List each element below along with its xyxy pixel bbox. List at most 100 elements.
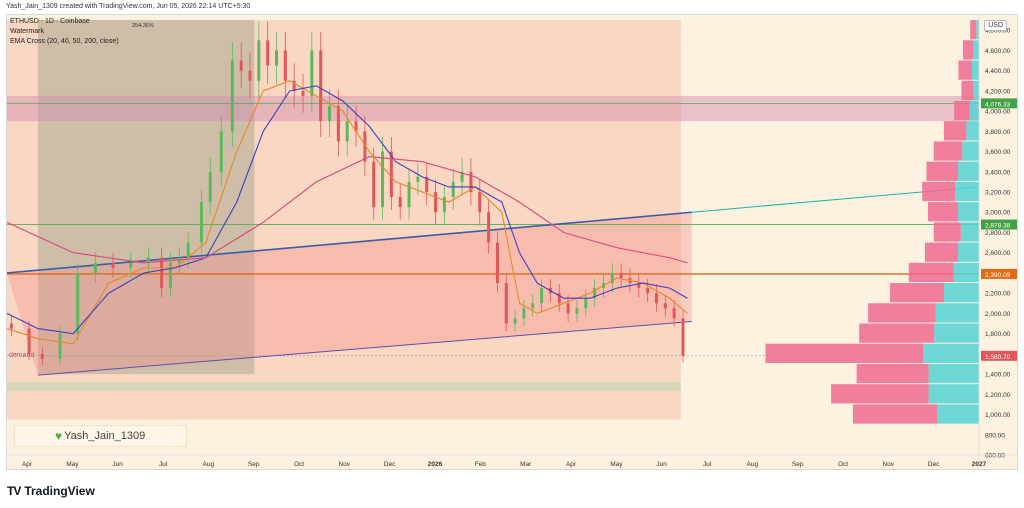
vp-pink-bar xyxy=(831,384,929,404)
candle-body xyxy=(469,171,473,193)
vp-cyan-bar xyxy=(928,384,979,404)
watermark-box: ♥ Yash_Jain_1309 xyxy=(14,425,187,447)
candle-body xyxy=(681,318,685,356)
x-tick-label: Jun xyxy=(656,461,667,468)
vp-pink-bar xyxy=(933,222,961,242)
vp-pink-bar xyxy=(943,121,967,141)
candle-body xyxy=(663,303,667,309)
candle-body xyxy=(111,262,115,268)
y-tick-label: 4,000.00 xyxy=(985,109,1011,116)
candle-body xyxy=(328,106,332,122)
candle-body xyxy=(619,272,623,278)
candle-body xyxy=(345,121,349,142)
price-tag xyxy=(981,98,1017,109)
x-tick-label: Feb xyxy=(475,461,487,468)
y-tick-label: 3,600.00 xyxy=(985,149,1011,156)
vp-cyan-bar xyxy=(944,283,979,303)
x-tick-label: Apr xyxy=(566,461,577,468)
x-tick-label: Jul xyxy=(159,461,168,468)
ema-line-ema50 xyxy=(7,85,688,335)
channel-upper-line xyxy=(7,211,692,274)
tradingview-logo[interactable]: TV TradingView xyxy=(7,484,95,498)
symbol-label[interactable]: ETHUSD · 1D · Coinbase xyxy=(10,18,90,25)
y-tick-label: 1,400.00 xyxy=(985,372,1011,379)
candle-body xyxy=(531,303,535,309)
candle-body xyxy=(646,288,650,294)
vp-pink-bar xyxy=(928,202,958,222)
y-tick-label: 600.00 xyxy=(985,453,1005,460)
candle-body xyxy=(566,303,570,314)
candle-body xyxy=(310,50,314,96)
candle-body xyxy=(416,176,420,182)
chart-frame[interactable]: 4,800.00 4,600.00 4,400.00 4,200.00 4,000.00… xyxy=(6,14,1018,470)
vp-cyan-bar xyxy=(928,363,979,384)
candle-body xyxy=(248,70,252,81)
measure-percent: 254.36% xyxy=(132,23,154,29)
candle-body xyxy=(9,323,13,329)
candle-body xyxy=(434,192,438,213)
vp-pink-bar xyxy=(933,141,963,161)
vp-pink-bar xyxy=(922,181,956,202)
price-tag xyxy=(981,268,1017,279)
vp-cyan-bar xyxy=(962,141,979,161)
vp-pink-bar xyxy=(925,242,958,262)
indicator-label[interactable]: EMA Cross (20, 40, 50, 200, close) xyxy=(10,38,119,45)
candle-body xyxy=(336,106,340,142)
candle-body xyxy=(283,50,287,81)
candle-body xyxy=(372,161,376,208)
y-tick-label: 3,400.00 xyxy=(985,169,1011,176)
vp-pink-bar xyxy=(954,100,970,121)
currency-button[interactable]: USD xyxy=(984,20,1007,31)
vp-cyan-bar xyxy=(966,121,979,141)
x-tick-label: Oct xyxy=(294,461,304,468)
vp-cyan-bar xyxy=(958,242,979,262)
candle-body xyxy=(398,197,402,208)
x-tick-label: Dec xyxy=(928,461,940,468)
candle-body xyxy=(540,288,544,304)
candle-body xyxy=(301,90,305,96)
candle-body xyxy=(407,181,411,208)
tradingview-mark-icon: TV xyxy=(7,484,21,498)
candle-body xyxy=(275,50,279,66)
price-tag-label: 2,390.09 xyxy=(985,272,1011,279)
candle-body xyxy=(495,242,499,284)
candle-body xyxy=(575,308,579,314)
x-tick-label: Oct xyxy=(838,461,848,468)
candle-body xyxy=(487,212,491,243)
y-tick-label: 3,800.00 xyxy=(985,129,1011,136)
vp-pink-bar xyxy=(765,343,923,363)
candle-body xyxy=(292,80,296,91)
candle-body xyxy=(610,272,614,284)
price-tag xyxy=(981,219,1017,230)
x-tick-label: 2026 xyxy=(428,461,443,468)
created-caption: Yash_Jain_1309 created with TradingView.… xyxy=(6,3,251,10)
candle-body xyxy=(40,353,44,359)
candle-body xyxy=(593,288,597,299)
vp-cyan-bar xyxy=(972,60,979,80)
price-tag-label: 1,580.70 xyxy=(985,354,1011,361)
x-tick-label: Dec xyxy=(384,461,396,468)
candle-body xyxy=(93,262,97,273)
vp-cyan-bar xyxy=(958,202,979,222)
y-tick-label: 4,400.00 xyxy=(985,68,1011,75)
resistance-zone xyxy=(7,95,979,122)
candle-body xyxy=(584,298,588,309)
candle-body xyxy=(451,181,455,198)
vp-pink-bar xyxy=(853,404,937,424)
candle-body xyxy=(266,40,270,66)
measure-zone xyxy=(37,20,255,375)
candle-body xyxy=(522,308,526,319)
price-tag-label: 4,076.33 xyxy=(985,101,1011,108)
y-tick-label: 3,000.00 xyxy=(985,210,1011,217)
candle-body xyxy=(425,176,429,193)
candle-body xyxy=(442,197,446,213)
x-tick-label: Sep xyxy=(248,461,260,468)
price-chart[interactable]: 4,800.00 4,600.00 4,400.00 4,200.00 4,000.00… xyxy=(7,15,1018,470)
y-tick-label: 3,200.00 xyxy=(985,190,1011,197)
watermark-legend[interactable]: Watermark xyxy=(10,28,44,35)
candle-body xyxy=(27,328,31,354)
price-tag xyxy=(981,350,1017,361)
candle-body xyxy=(319,50,323,122)
channel-lower-line xyxy=(37,320,692,376)
x-tick-label: Aug xyxy=(203,461,215,468)
